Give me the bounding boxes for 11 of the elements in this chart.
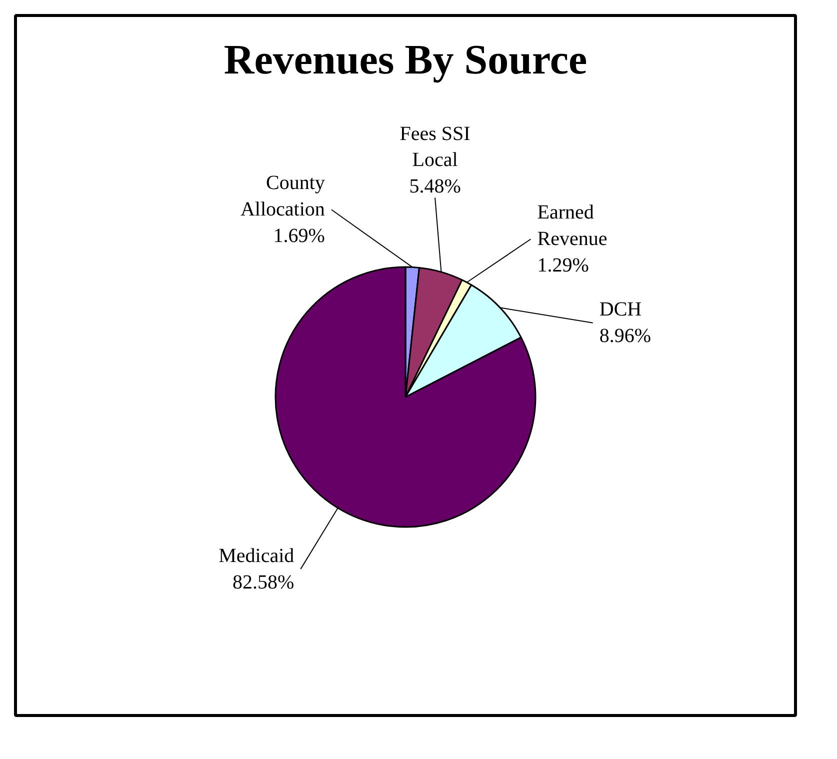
data-label: 82.58%: [232, 571, 294, 594]
data-label: 8.96%: [599, 325, 652, 348]
data-label: 1.69%: [273, 225, 325, 248]
data-label: 5.48%: [409, 176, 461, 198]
slice-label: DCH: [599, 298, 642, 321]
data-label: 1.29%: [537, 254, 589, 277]
slice-label: Earned Revenue: [537, 202, 608, 250]
slice-label: Fees SSI Local: [400, 122, 470, 172]
chart-title: Revenues By Source: [224, 38, 588, 84]
slice-label: Medicaid: [218, 544, 294, 567]
slice-label: County Allocation: [240, 172, 325, 221]
